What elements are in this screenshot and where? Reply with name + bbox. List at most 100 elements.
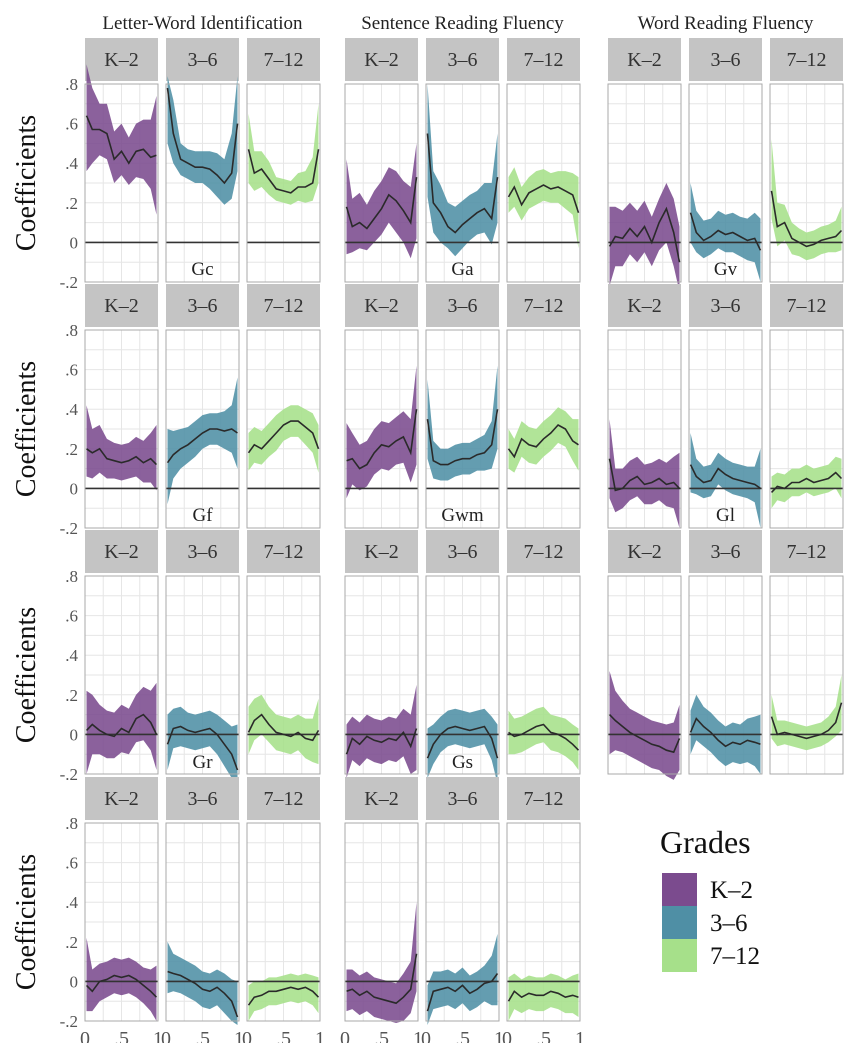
- facet-strip-label: 7–12: [787, 541, 827, 563]
- facet-5-0: K–2: [607, 284, 682, 529]
- facet-strip: [507, 777, 580, 820]
- facet-8-0: K–2: [607, 530, 682, 780]
- facet-border: [506, 329, 581, 529]
- coefficient-line: [345, 176, 418, 230]
- facet-border: [344, 822, 419, 1022]
- y-tick-label: .6: [65, 115, 78, 134]
- coefficient-line: [770, 702, 843, 740]
- confidence-band: [248, 405, 319, 473]
- y-tick-label: .6: [65, 607, 78, 626]
- y-tick-label: .4: [65, 646, 78, 665]
- panel-title: Gs: [452, 752, 473, 773]
- confidence-band: [86, 64, 157, 215]
- y-tick-label: .8: [65, 814, 78, 833]
- facet-9-1: 3–6: [165, 777, 240, 1025]
- facet-1-1: 3–6: [425, 38, 500, 283]
- facet-strip-label: 3–6: [711, 295, 741, 317]
- facet-1-0: K–2: [344, 38, 419, 283]
- coefficient-line: [689, 464, 761, 490]
- x-tick-label: .5: [374, 1028, 389, 1043]
- y-tick-label: -.2: [60, 273, 78, 292]
- coefficient-line: [247, 149, 320, 194]
- legend-title: Grades: [660, 824, 751, 860]
- facet-strip-label: 3–6: [188, 788, 218, 810]
- panel-title: Gl: [716, 505, 735, 526]
- confidence-band: [248, 694, 319, 765]
- confidence-band: [771, 456, 842, 509]
- facet-strip-label: 3–6: [188, 295, 218, 317]
- facet-strip: [689, 38, 762, 81]
- facet-5-2: 7–12: [769, 284, 844, 529]
- facet-strip: [247, 777, 320, 820]
- facet-8-2: 7–12: [769, 530, 844, 775]
- facet-border: [344, 575, 419, 775]
- coefficient-line: [608, 458, 681, 492]
- facet-6-0: K–2: [84, 530, 159, 775]
- legend-swatch: [662, 906, 697, 939]
- coefficient-line: [426, 973, 499, 1012]
- facet-border: [769, 83, 844, 283]
- facet-border: [246, 822, 321, 1022]
- coefficient-line: [770, 471, 843, 493]
- y-axis-label: Coefficients: [11, 361, 42, 497]
- facet-strip: [608, 530, 681, 573]
- facet-border: [688, 575, 763, 775]
- panel-title: Ga: [451, 259, 474, 280]
- facet-strip-label: 7–12: [787, 49, 827, 71]
- panel-title: Gf: [192, 505, 213, 526]
- facet-2-1: 3–6: [688, 38, 763, 283]
- coefficient-line: [689, 212, 762, 251]
- facet-strip-label: 7–12: [524, 49, 564, 71]
- coefficient-line: [426, 725, 499, 759]
- facet-strip-label: 3–6: [448, 49, 478, 71]
- y-tick-label: .2: [65, 194, 78, 213]
- facet-strip-label: 3–6: [188, 49, 218, 71]
- facet-8-1: 3–6: [688, 530, 763, 775]
- facet-strip-label: 7–12: [524, 295, 564, 317]
- facet-strip-label: 3–6: [448, 295, 478, 317]
- facet-strip: [85, 777, 158, 820]
- confidence-band: [609, 419, 680, 528]
- facet-4-2: 7–12: [506, 284, 581, 529]
- coefficient-line: [167, 970, 239, 1018]
- x-tick-label: .5: [455, 1028, 470, 1043]
- confidence-band: [609, 183, 680, 292]
- facet-10-1: 3–6: [425, 777, 500, 1025]
- facet-0-1: 3–6: [165, 38, 240, 283]
- facet-strip: [608, 38, 681, 81]
- x-tick-label: 0: [502, 1028, 512, 1043]
- facet-strip: [507, 38, 580, 81]
- facet-strip: [770, 530, 843, 573]
- confidence-band: [167, 76, 238, 205]
- facet-7-1: 3–6: [425, 530, 500, 784]
- facet-border: [688, 83, 763, 283]
- confidence-band: [248, 103, 319, 205]
- confidence-band: [167, 706, 238, 778]
- coefficient-line: [608, 714, 681, 754]
- x-tick-label: .5: [276, 1028, 291, 1043]
- y-axis-label: Coefficients: [11, 607, 42, 743]
- x-tick-label: 0: [80, 1028, 90, 1043]
- confidence-band: [771, 139, 842, 261]
- x-tick-label: 1: [315, 1028, 325, 1043]
- x-tick-label: 1: [575, 1028, 585, 1043]
- coefficient-line: [346, 409, 418, 470]
- facet-3-0: K–2: [84, 284, 159, 529]
- facet-strip-label: K–2: [364, 541, 398, 563]
- facet-border: [344, 83, 419, 283]
- y-tick-label: .8: [65, 567, 78, 586]
- facet-border: [84, 329, 159, 529]
- coefficient-line: [507, 423, 579, 459]
- coefficient-line: [426, 133, 499, 234]
- y-tick-label: .2: [65, 933, 78, 952]
- facet-strip: [689, 284, 762, 327]
- coefficient-line: [345, 728, 418, 755]
- confidence-band: [346, 143, 417, 259]
- coefficient-line: [247, 986, 320, 1006]
- panel-title: Gv: [714, 259, 738, 280]
- facet-7-2: 7–12: [506, 530, 581, 775]
- facet-border: [165, 83, 240, 283]
- facet-strip-label: K–2: [364, 49, 398, 71]
- confidence-band: [248, 973, 319, 1021]
- facet-border: [246, 575, 321, 775]
